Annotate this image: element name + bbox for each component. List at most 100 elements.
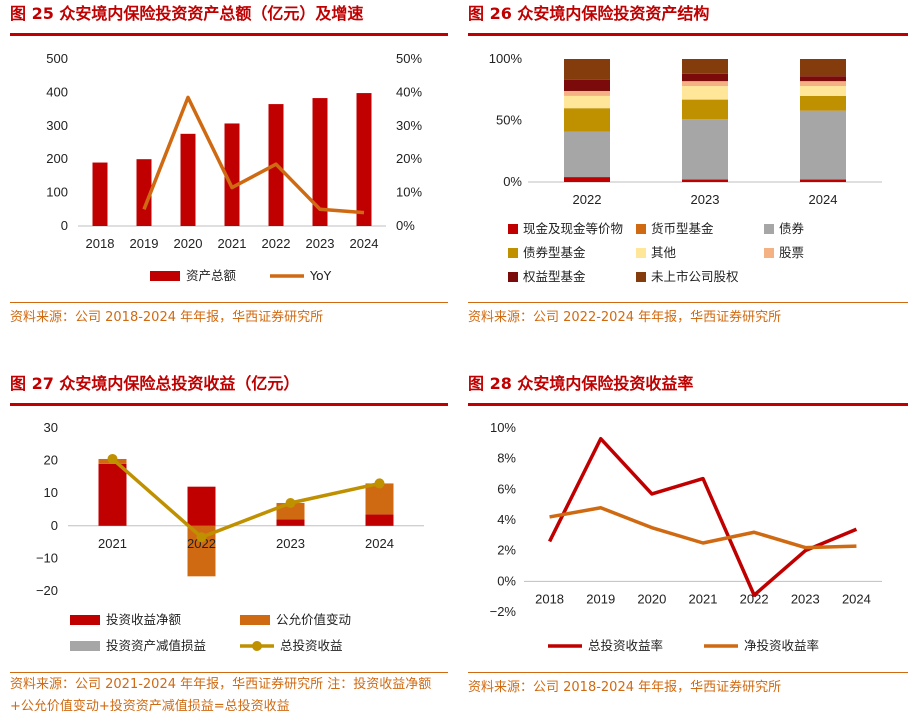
line-series-total: [111, 457, 380, 540]
bar-segment: [682, 59, 728, 74]
source-rule: [468, 672, 908, 673]
y-tick-label: 300: [46, 118, 68, 133]
bar-segment: [564, 131, 610, 178]
legend-label: 总投资收益率: [588, 638, 663, 653]
y-tick-label: 4%: [497, 512, 516, 527]
legend-label: 债券: [779, 221, 805, 236]
x-tick-label: 2024: [809, 192, 838, 207]
bar-segment: [564, 90, 610, 96]
line-marker: [196, 532, 207, 543]
y-tick-label: 6%: [497, 481, 516, 496]
line-marker: [107, 453, 118, 464]
legend-label: 投资资产减值损益: [106, 638, 206, 653]
bar-segment: [800, 110, 846, 180]
chart-fig26: 0% 50% 100% 2022 2023 2024 现金及现金等价物 货币型基金 债券债券型基…: [489, 51, 882, 284]
legend-label: 净投资收益率: [744, 638, 819, 653]
legend-label: 资产总额: [186, 268, 237, 283]
y2-tick-label: 10%: [396, 185, 422, 200]
legend-label: 未上市公司股权: [651, 269, 739, 284]
bar-segment: [800, 76, 846, 82]
source-note: 资料来源：公司 2018-2024 年年报，华西证券研究所: [468, 680, 782, 695]
bar: [312, 98, 328, 226]
bar-segment: [564, 79, 610, 91]
legend-swatch: [764, 248, 774, 258]
bar: [136, 159, 152, 226]
x-tick-label: 2020: [637, 591, 666, 606]
bar-segment: [564, 108, 610, 132]
y2-tick-label: 20%: [396, 151, 422, 166]
source-note: 资料来源：公司 2022-2024 年年报，华西证券研究所: [468, 310, 782, 325]
x-tick-label: 2022: [187, 536, 216, 551]
source-note: 资料来源：公司 2021-2024 年年报，华西证券研究所 注：投资收益净额+公…: [10, 677, 432, 714]
x-tick-label: 2021: [218, 236, 247, 251]
legend-swatch: [508, 224, 518, 234]
chart-title: 图 28 众安境内保险投资收益率: [468, 374, 694, 393]
bar-segment: [682, 73, 728, 82]
y-tick-label: 500: [46, 51, 68, 66]
x-tick-label: 2021: [689, 591, 718, 606]
y-tick-label: −10: [36, 550, 58, 565]
y-tick-label: 200: [46, 151, 68, 166]
x-tick-label: 2022: [573, 192, 602, 207]
title-rule: [10, 403, 448, 406]
bar-segment: [800, 95, 846, 111]
y2-tick-label: 50%: [396, 51, 422, 66]
bar-segment: [564, 95, 610, 109]
line-series-total-rate: [548, 436, 858, 597]
legend-swatch: [70, 641, 100, 651]
y2-tick-label: 0%: [396, 218, 415, 233]
title-rule: [10, 33, 448, 36]
line-series-net-rate: [549, 505, 857, 550]
y-tick-label: 8%: [497, 451, 516, 466]
y-tick-label: 50%: [496, 113, 522, 128]
bar-segment: [98, 463, 127, 526]
bar-segment: [682, 119, 728, 180]
legend-swatch: [764, 224, 774, 234]
bar: [180, 133, 196, 226]
x-tick-label: 2023: [691, 192, 720, 207]
chart-fig25: 0 100 200 300 400 500 0% 10% 20% 30% 40% 50% 2018 201…: [46, 51, 422, 283]
y-tick-label: 100: [46, 185, 68, 200]
legend-label: 投资收益净额: [106, 612, 182, 627]
bar: [92, 162, 108, 226]
y-tick-label: 20: [44, 453, 58, 468]
legend-swatch: [150, 271, 180, 281]
panel-fig28: 图 28 众安境内保险投资收益率 −2% 0% 2% 4% 6% 8% 10% 2018 201…: [468, 370, 908, 718]
legend-swatch: [636, 248, 646, 258]
legend-label: 股票: [779, 245, 804, 260]
y-tick-label: 400: [46, 84, 68, 99]
legend-swatch: [508, 272, 518, 282]
panel-fig27: 图 27 众安境内保险总投资收益（亿元） −20 −10 0 10 20 30 2021 20…: [10, 370, 448, 718]
x-tick-label: 2024: [842, 591, 871, 606]
x-tick-label: 2024: [350, 236, 379, 251]
legend-swatch: [508, 248, 518, 258]
bar-segment: [682, 81, 728, 87]
x-tick-label: 2022: [740, 591, 769, 606]
panel-fig26: 图 26 众安境内保险投资资产结构 0% 50% 100% 2022 2023 2024 现…: [468, 0, 908, 330]
chart-title: 图 26 众安境内保险投资资产结构: [468, 4, 710, 23]
title-rule: [468, 33, 908, 36]
legend-label: 货币型基金: [651, 221, 714, 236]
bar-segment: [800, 179, 846, 182]
x-tick-label: 2019: [130, 236, 159, 251]
chart-fig28: −2% 0% 2% 4% 6% 8% 10% 2018 2019 2020 2021 2022 2023…: [490, 420, 882, 653]
legend-label: 公允价值变动: [276, 612, 351, 627]
x-tick-label: 2020: [174, 236, 203, 251]
bar-segment: [682, 179, 728, 182]
bar-segment: [365, 483, 394, 515]
panel-fig25: 图 25 众安境内保险投资资产总额（亿元）及增速 0 100 200 300 400 50…: [10, 0, 448, 330]
x-tick-label: 2024: [365, 536, 394, 551]
bar-segment: [800, 86, 846, 96]
source-rule: [10, 672, 448, 673]
bar: [224, 123, 240, 226]
x-tick-label: 2022: [262, 236, 291, 251]
y2-tick-label: 40%: [396, 84, 422, 99]
y-tick-label: 0: [51, 518, 58, 533]
chart-title: 图 27 众安境内保险总投资收益（亿元）: [10, 374, 300, 393]
source-rule: [468, 302, 908, 303]
chart-title: 图 25 众安境内保险投资资产总额（亿元）及增速: [10, 4, 364, 23]
x-tick-label: 2018: [86, 236, 115, 251]
legend-label: 债券型基金: [523, 245, 586, 260]
legend-swatch: [636, 224, 646, 234]
x-tick-label: 2021: [98, 536, 127, 551]
